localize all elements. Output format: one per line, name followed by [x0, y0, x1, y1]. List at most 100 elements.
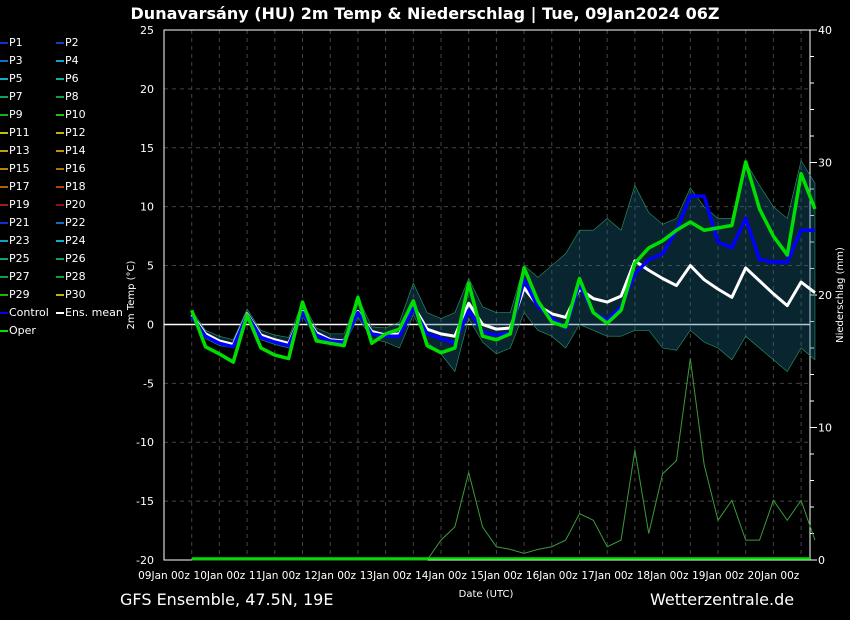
x-tick-label: 15Jan 00z	[471, 570, 523, 582]
legend-item: P28	[56, 270, 86, 284]
y2-tick-label: 40	[818, 24, 832, 37]
legend-label: P5	[9, 72, 23, 85]
legend-label: P8	[65, 90, 79, 103]
legend-item: P5	[0, 72, 23, 86]
legend-label: P17	[9, 180, 30, 193]
legend-swatch	[0, 60, 8, 62]
y-tick-label: 10	[140, 201, 154, 214]
legend-item: P23	[0, 234, 30, 248]
legend-label: P2	[65, 36, 79, 49]
y-tick-label: -10	[136, 436, 154, 449]
legend-swatch	[0, 330, 8, 332]
legend-swatch	[56, 258, 64, 260]
legend-label: P16	[65, 162, 86, 175]
legend-item: Oper	[0, 324, 36, 338]
legend-swatch	[0, 312, 8, 314]
legend-swatch	[0, 186, 8, 188]
y2-axis-label: Niederschlag (mm)	[835, 247, 846, 343]
legend-item: P4	[56, 54, 79, 68]
legend-item: P21	[0, 216, 30, 230]
series-line-oper	[190, 160, 817, 364]
legend-item: P3	[0, 54, 23, 68]
legend-label: P6	[65, 72, 79, 85]
legend-label: P20	[65, 198, 86, 211]
legend-item: P19	[0, 198, 30, 212]
y-tick-label: 5	[147, 260, 154, 273]
legend-label: P13	[9, 144, 30, 157]
legend-item: P18	[56, 180, 86, 194]
legend-item: P6	[56, 72, 79, 86]
legend-swatch	[56, 150, 64, 152]
legend-swatch	[0, 168, 8, 170]
y-tick-label: 15	[140, 142, 154, 155]
legend-item: P12	[56, 126, 86, 140]
legend-item: P16	[56, 162, 86, 176]
legend-swatch	[56, 240, 64, 242]
legend-item: P7	[0, 90, 23, 104]
legend-item: P30	[56, 288, 86, 302]
legend-label: P18	[65, 180, 86, 193]
legend-label: P23	[9, 234, 30, 247]
x-tick-label: 10Jan 00z	[194, 570, 246, 582]
legend-swatch	[0, 96, 8, 98]
legend-label: Oper	[9, 324, 36, 337]
legend-item: P29	[0, 288, 30, 302]
legend-swatch	[0, 114, 8, 116]
y-tick-label: -20	[136, 554, 154, 567]
legend-label: P10	[65, 108, 86, 121]
legend-label: Control	[9, 306, 49, 319]
legend-item: P24	[56, 234, 86, 248]
legend-swatch	[0, 258, 8, 260]
legend-swatch	[56, 312, 64, 314]
y2-tick-label: 0	[818, 554, 825, 567]
legend-swatch	[56, 42, 64, 44]
legend-label: P11	[9, 126, 30, 139]
legend-label: P21	[9, 216, 30, 229]
legend-label: P15	[9, 162, 30, 175]
legend-item: P26	[56, 252, 86, 266]
x-tick-label: 16Jan 00z	[526, 570, 578, 582]
x-tick-label: 12Jan 00z	[304, 570, 356, 582]
legend-item: P10	[56, 108, 86, 122]
legend-item: P25	[0, 252, 30, 266]
legend-label: P12	[65, 126, 86, 139]
x-tick-label: 17Jan 00z	[581, 570, 633, 582]
legend-label: P1	[9, 36, 23, 49]
legend-swatch	[0, 132, 8, 134]
legend-swatch	[56, 222, 64, 224]
legend-label: P9	[9, 108, 23, 121]
legend-swatch	[56, 294, 64, 296]
legend-label: P7	[9, 90, 23, 103]
legend-label: P14	[65, 144, 86, 157]
legend-swatch	[0, 204, 8, 206]
legend-swatch	[0, 222, 8, 224]
legend-swatch	[56, 168, 64, 170]
legend-swatch	[0, 276, 8, 278]
x-tick-label: 19Jan 00z	[692, 570, 744, 582]
ensemble-spread-band	[191, 159, 816, 373]
model-info: GFS Ensemble, 47.5N, 19E	[120, 590, 334, 609]
legend-label: P27	[9, 270, 30, 283]
chart-title: Dunavarsány (HU) 2m Temp & Niederschlag …	[130, 4, 720, 23]
legend-item: P9	[0, 108, 23, 122]
y-tick-label: 0	[147, 318, 154, 331]
x-tick-label: 18Jan 00z	[637, 570, 689, 582]
legend-label: Ens. mean	[65, 306, 123, 319]
legend-item: P15	[0, 162, 30, 176]
legend-swatch	[56, 186, 64, 188]
legend-label: P25	[9, 252, 30, 265]
legend-swatch	[0, 78, 8, 80]
legend-swatch	[56, 114, 64, 116]
legend-item: P17	[0, 180, 30, 194]
legend-label: P24	[65, 234, 86, 247]
y-tick-label: 25	[140, 24, 154, 37]
legend-swatch	[56, 204, 64, 206]
y2-tick-label: 20	[818, 289, 832, 302]
y2-tick-label: 10	[818, 422, 832, 435]
legend-item: Control	[0, 306, 49, 320]
y2-tick-label: 30	[818, 157, 832, 170]
legend-swatch	[56, 276, 64, 278]
x-tick-label: 20Jan 00z	[748, 570, 800, 582]
precip-max-line	[191, 358, 816, 561]
